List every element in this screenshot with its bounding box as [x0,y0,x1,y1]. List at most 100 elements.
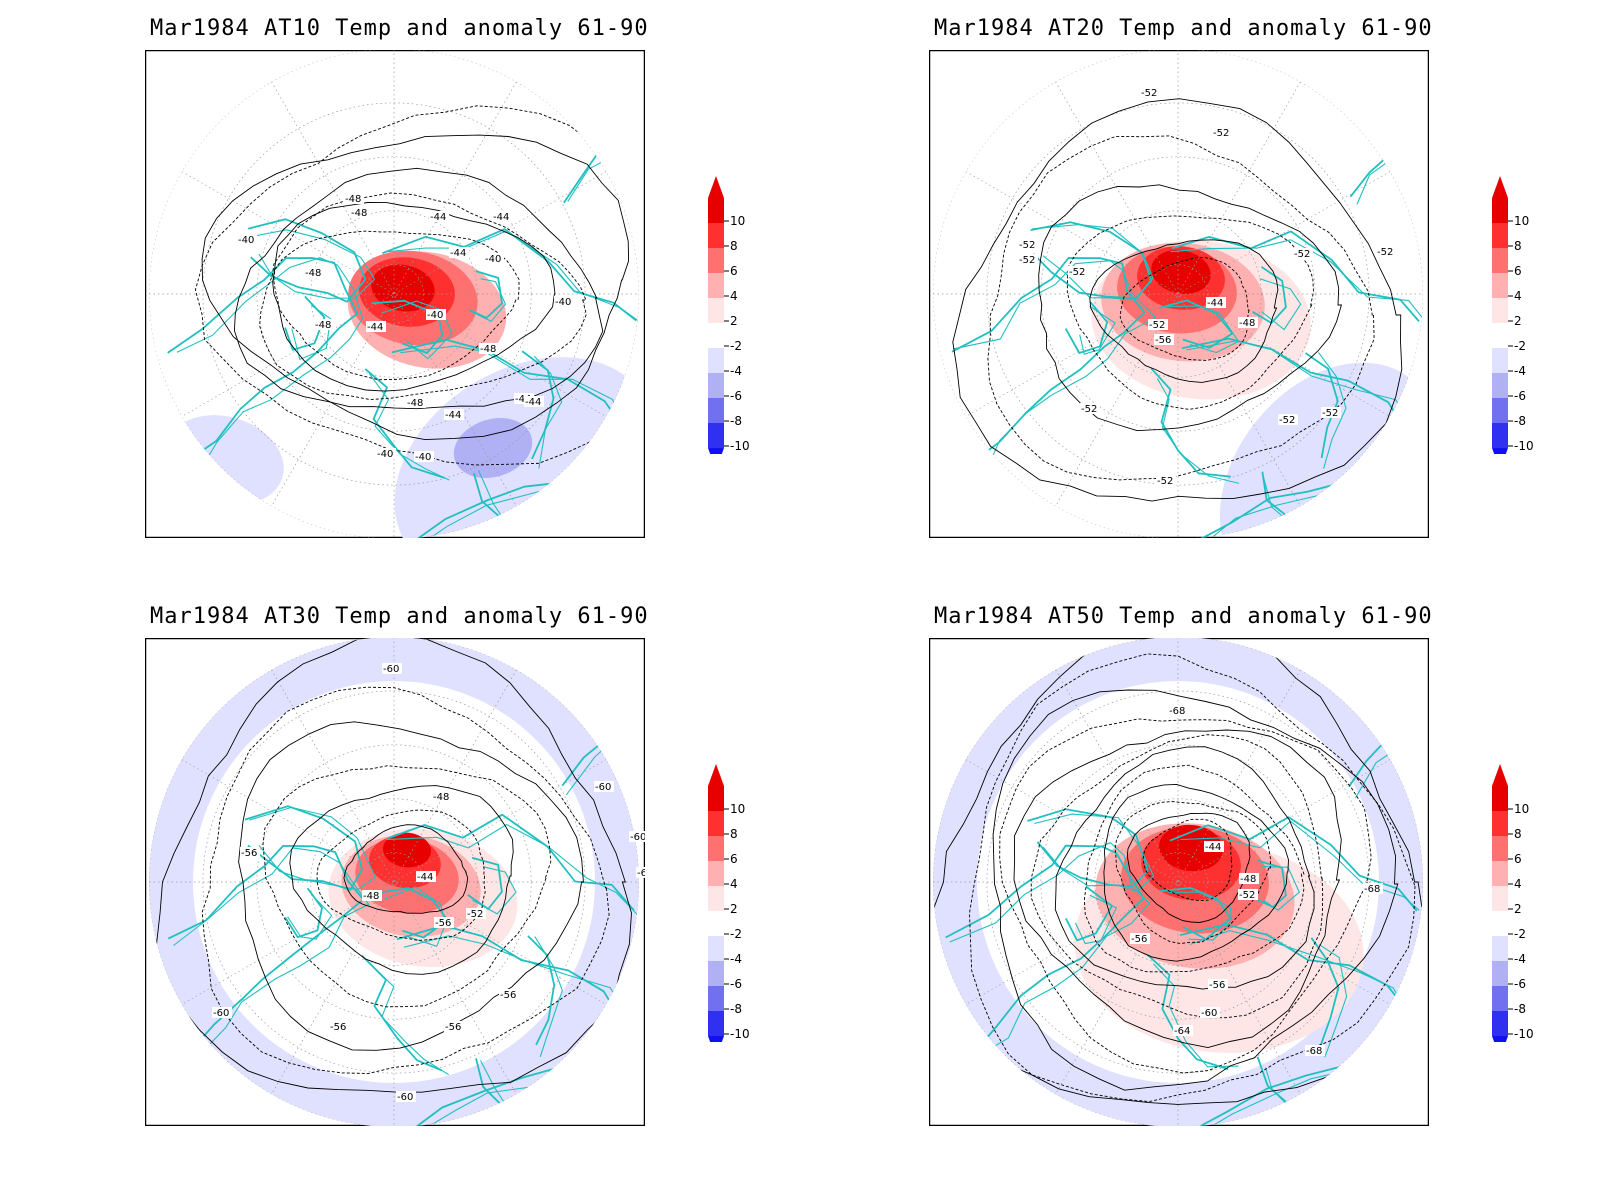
colorbar: 10 8 6 4 2 -2 -4 -6 -8 -10 [1492,176,1534,454]
colorbar-swatch [708,348,724,373]
contour-label-bg [1238,889,1258,900]
contour-label-bg [1018,239,1038,250]
contour-label: -56 [330,1022,346,1033]
anomaly-shading [383,832,431,868]
colorbar-swatch [708,886,724,911]
colorbar-tick-label: 2 [1514,314,1522,328]
contour-label: -48 [351,208,367,219]
colorbar-tick-label: -10 [1514,1027,1534,1041]
contour-label: -60 [630,832,645,843]
colorbar-swatch [708,936,724,961]
colorbar-tick-label: 6 [1514,852,1522,866]
contour-line [272,202,556,392]
contour-label-bg [1239,873,1259,884]
contour-label-bg [479,343,499,354]
contour-label: -52 [1019,255,1035,266]
contour-label: -40 [238,235,254,246]
contour-line [1126,812,1251,923]
contour-label: -48 [480,344,496,355]
colorbar-swatch [1492,911,1508,936]
colorbar-swatch [708,1011,724,1036]
contour-label-bg [212,1007,232,1018]
colorbar-swatch [1492,886,1508,911]
contour-line [987,135,1375,481]
colorbar-bottom-arrow [1492,448,1508,454]
contour-line [289,785,514,975]
colorbar-tick-label: -10 [730,439,750,453]
colorbar-tick-label: -8 [730,414,742,428]
colorbar-tick-label: 6 [730,852,738,866]
contour-labels: -60 -48 -56 -44 -48 -52 -56 -56 -56 -56 -60 -60 -60 -… [212,663,645,1103]
colorbar-swatch [708,398,724,423]
contour-label: -40 [555,297,571,308]
contour-label-bg [1200,1007,1220,1018]
contour-label-bg [1148,319,1168,330]
colorbar-swatch [708,248,724,273]
contour-label: -44 [430,212,446,223]
colorbar: 10 8 6 4 2 -2 -4 -6 -8 -10 [708,764,750,1042]
colorbar-tick-label: -2 [730,927,742,941]
contour-label: -48 [1239,318,1255,329]
contour-label-bg [492,211,512,222]
contour-label: -52 [1279,415,1295,426]
graticule [933,50,1423,538]
contour-label-bg [329,1021,349,1032]
contour-line [233,167,604,410]
contour-line [273,230,520,381]
colorbar-tick-label: 8 [1514,827,1522,841]
colorbar-tick-label: 2 [730,314,738,328]
colorbar-tick-label: -6 [730,977,742,991]
contour-line [343,824,469,914]
contour-label-bg [1293,248,1313,259]
contour-label: -40 [377,449,393,460]
colorbar-swatch [1492,373,1508,398]
contour-label: -48 [433,792,449,803]
contour-label: -60 [213,1008,229,1019]
contour-line [1119,256,1250,361]
colorbar-tick-label: 10 [730,802,745,816]
contour-label-bg [362,890,382,901]
colorbar-tick-label: 8 [730,239,738,253]
colorbar-tick-label: 8 [1514,239,1522,253]
colorbar-swatch [708,373,724,398]
contour-line [1066,215,1314,410]
temperature-contours [933,638,1423,1105]
contour-label-bg [1376,246,1396,257]
contour-line [1103,783,1289,962]
panel-title: Mar1984 AT30 Temp and anomaly 61-90 [150,604,649,629]
contour-label: -68 [1306,1046,1322,1057]
colorbar-tick-label: -4 [1514,952,1526,966]
contour-label: -52 [1157,476,1173,487]
contour-label-bg [629,831,645,842]
contour-labels: -52 -52 -52 -52 -52 -44 -52 -56 -48 -52 -52 -52 -52 -… [1018,87,1396,487]
contour-label: -48 [363,891,379,902]
colorbar-tick-label: -8 [730,1002,742,1016]
contour-label: -48 [1240,874,1256,885]
colorbar-tick-label: -2 [730,339,742,353]
colorbar-tick-label: -4 [730,364,742,378]
contour-label-bg [1363,883,1383,894]
contour-label-bg [304,267,324,278]
colorbar-tick-label: 6 [730,264,738,278]
contour-label: -52 [1322,408,1338,419]
contour-line [1038,184,1342,432]
colorbar-swatch [1492,298,1508,323]
colorbar-top-arrow [708,176,724,198]
contour-label-bg [444,409,464,420]
colorbar-swatch [1492,348,1508,373]
contour-label: -40 [415,452,431,463]
polar-map: -68 -44 -48 -52 -56 -56 -60 -64 -68 -68 [929,638,1429,1126]
contour-label: -44 [525,397,541,408]
contour-label: -52 [1069,267,1085,278]
contour-line [262,765,552,1008]
contour-label-bg [1068,266,1088,277]
contour-label-bg [429,211,449,222]
contour-line [1030,734,1324,1019]
contour-label-bg [366,321,386,332]
contour-label: -44 [1205,842,1221,853]
contour-label-bg [344,193,364,204]
contour-line [992,689,1399,1091]
contour-label-bg [350,207,370,218]
map-panel-at20: Mar1984 AT20 Temp and anomaly 61-90 -52-… [784,0,1544,580]
colorbar-tick-label: 10 [730,214,745,228]
